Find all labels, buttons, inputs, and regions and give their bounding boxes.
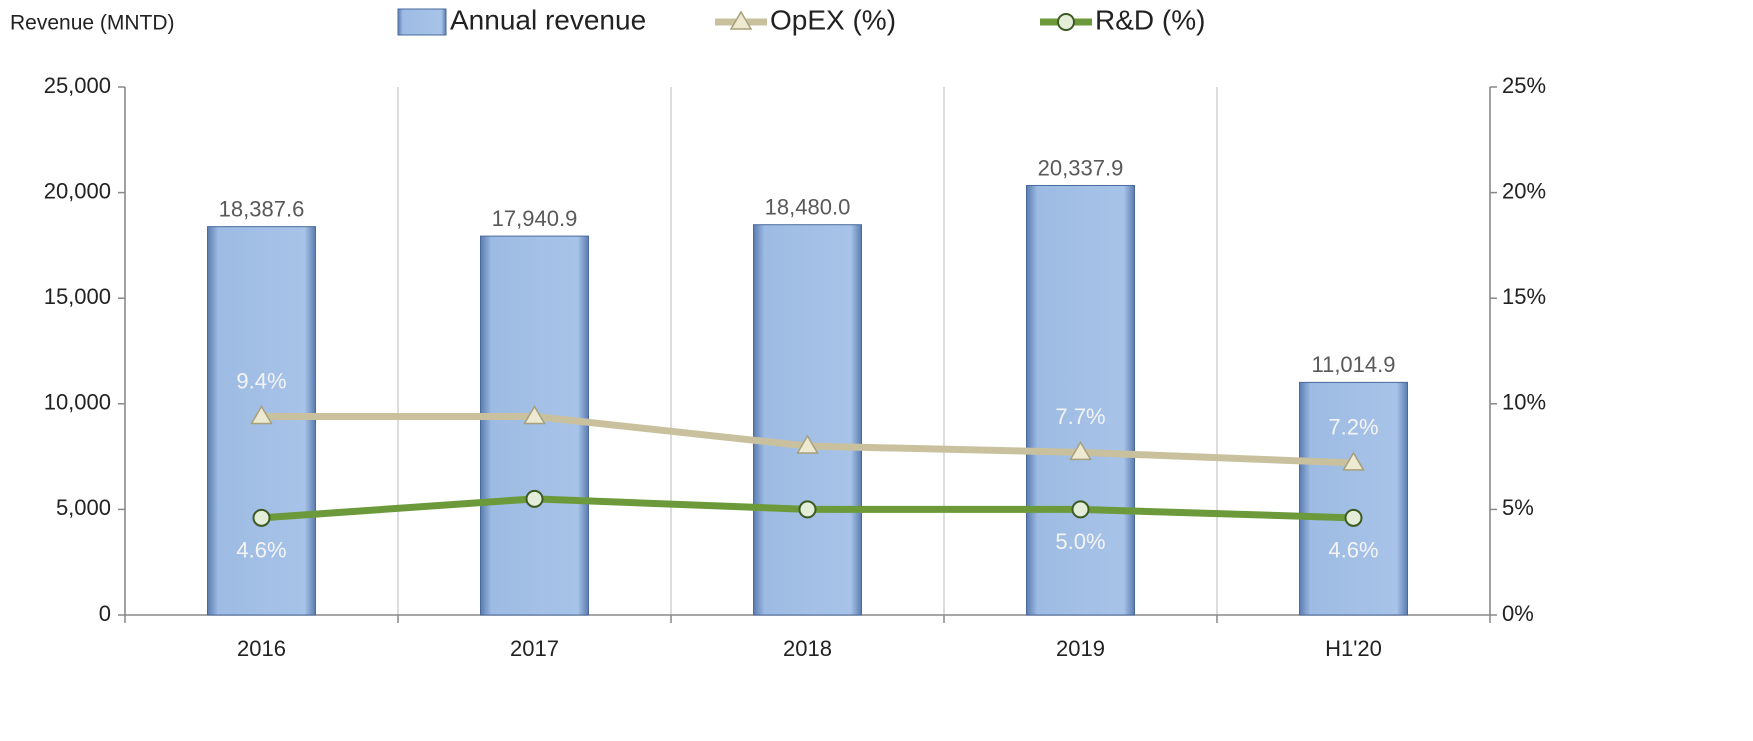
line-marker — [1069, 440, 1092, 461]
legend-marker — [729, 10, 753, 30]
legend-swatch — [397, 8, 447, 36]
line-label: 7.7% — [1055, 404, 1105, 429]
legend-label: Annual revenue — [450, 4, 646, 35]
bar — [1026, 184, 1135, 616]
y2-tick-label: 10% — [1502, 390, 1546, 415]
line-marker — [798, 500, 817, 519]
legend-marker — [1057, 13, 1075, 31]
bar — [480, 235, 589, 616]
line-marker — [525, 489, 544, 508]
line-marker — [250, 404, 273, 425]
x-tick-label: 2017 — [510, 636, 559, 661]
bar — [753, 224, 862, 616]
line-marker — [523, 404, 546, 425]
y-tick-label: 5,000 — [56, 495, 111, 520]
y-tick-label: 15,000 — [44, 284, 111, 309]
line-label: 9.4% — [236, 368, 286, 393]
y2-tick-label: 20% — [1502, 178, 1546, 203]
bar-label: 11,014.9 — [1311, 352, 1395, 377]
y2-tick-label: 5% — [1502, 495, 1534, 520]
line-marker — [1342, 451, 1365, 471]
x-tick-label: 2019 — [1056, 636, 1105, 661]
x-tick-label: H1'20 — [1325, 636, 1382, 661]
line-marker — [796, 434, 819, 454]
y-tick-label: 10,000 — [44, 390, 111, 415]
bar-label: 20,337.9 — [1038, 155, 1124, 180]
bar-label: 18,480.0 — [765, 195, 851, 220]
line-marker — [252, 508, 271, 527]
y2-tick-label: 25% — [1502, 73, 1546, 98]
legend-label: OpEX (%) — [770, 4, 896, 35]
x-tick-label: 2016 — [237, 636, 286, 661]
line-marker — [1071, 500, 1090, 519]
line-marker — [1344, 508, 1363, 527]
line-label: 5.0% — [1055, 529, 1105, 554]
line-label: 7.2% — [1328, 415, 1378, 440]
line-label: 4.6% — [236, 538, 286, 563]
bar-label: 18,387.6 — [219, 196, 305, 221]
y2-tick-label: 15% — [1502, 284, 1546, 309]
y-tick-label: 25,000 — [44, 73, 111, 98]
y-tick-label: 20,000 — [44, 178, 111, 203]
y2-tick-label: 0% — [1502, 601, 1534, 626]
bar-label: 17,940.9 — [492, 206, 578, 231]
x-tick-label: 2018 — [783, 636, 832, 661]
y-tick-label: 0 — [99, 601, 111, 626]
line-label: 4.6% — [1328, 538, 1378, 563]
y-axis-label: Revenue (MNTD) — [10, 12, 175, 35]
bar — [1299, 381, 1408, 616]
legend-label: R&D (%) — [1095, 4, 1205, 35]
